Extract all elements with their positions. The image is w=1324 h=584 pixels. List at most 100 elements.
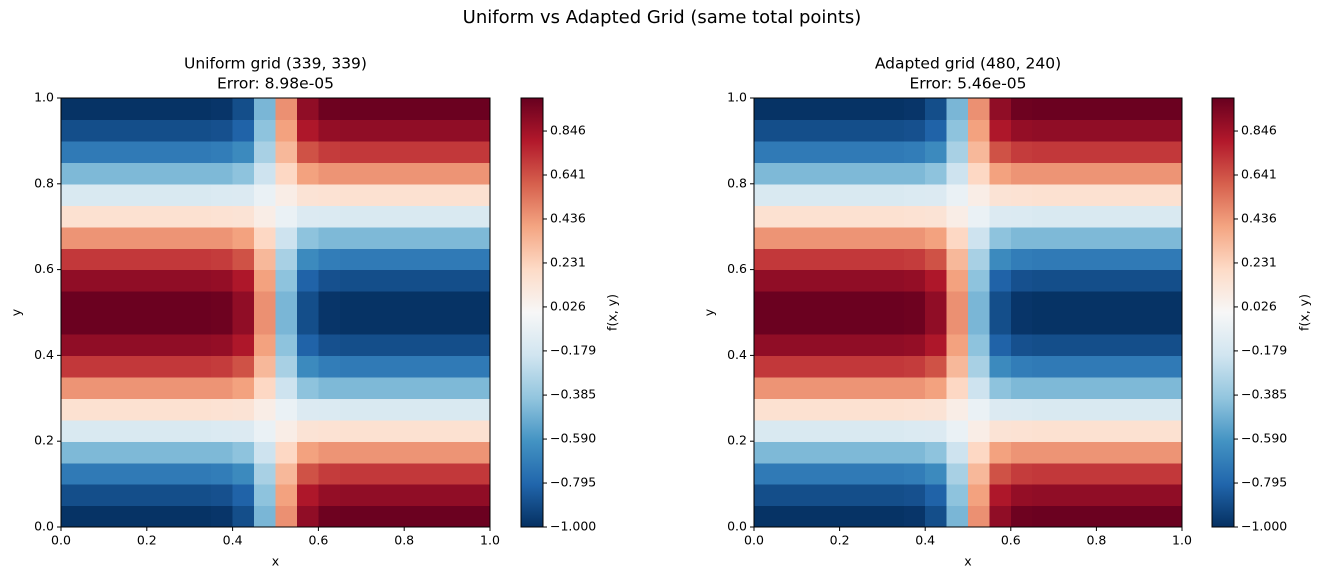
- contour-cell: [1139, 312, 1162, 335]
- contour-cell: [296, 162, 319, 185]
- contour-cell: [989, 140, 1012, 163]
- contour-cell: [425, 291, 448, 314]
- contour-cell: [818, 205, 841, 228]
- contour-cell: [146, 248, 169, 271]
- contour-cell: [339, 333, 362, 356]
- contour-cell: [275, 333, 298, 356]
- contour-cell: [211, 205, 234, 228]
- contour-cell: [447, 98, 470, 121]
- contour-cell: [796, 248, 819, 271]
- contour-cell: [425, 333, 448, 356]
- contour-cell: [275, 98, 298, 121]
- contour-cell: [1075, 140, 1097, 163]
- contour-cell: [1032, 441, 1055, 464]
- contour-cell: [839, 98, 862, 121]
- contour-cell: [882, 441, 905, 464]
- contour-cell: [382, 505, 405, 528]
- contour-cell: [1096, 376, 1119, 399]
- contour-cell: [925, 333, 948, 356]
- contour-cell: [882, 398, 905, 421]
- contour-cell: [775, 484, 798, 507]
- contour-cell: [447, 162, 470, 185]
- contour-cell: [1032, 162, 1055, 185]
- contour-cell: [61, 355, 84, 378]
- contour-cell: [211, 376, 234, 399]
- contour-cell: [296, 205, 319, 228]
- contour-cell: [882, 312, 905, 335]
- contour-cell: [82, 291, 105, 314]
- chart-subtitle: Error: 5.46e-05: [909, 75, 1026, 93]
- contour-cell: [754, 419, 776, 442]
- contour-cell: [775, 183, 798, 206]
- contour-cell: [925, 462, 948, 485]
- contour-cell: [447, 441, 470, 464]
- contour-cell: [296, 312, 319, 335]
- contour-cell: [1075, 226, 1097, 249]
- contour-cell: [839, 398, 862, 421]
- contour-cell: [1032, 462, 1055, 485]
- contour-cell: [447, 333, 470, 356]
- contour-cell: [254, 183, 277, 206]
- colorbar-tick-label: −0.795: [550, 475, 596, 490]
- contour-cell: [361, 355, 384, 378]
- colorbar-tick-label: −0.385: [1241, 387, 1287, 402]
- colorbar-tick-label: −0.385: [550, 387, 596, 402]
- contour-cell: [1053, 419, 1076, 442]
- contour-cell: [1075, 398, 1097, 421]
- contour-cell: [361, 226, 384, 249]
- contour-cell: [82, 248, 105, 271]
- contour-cell: [818, 183, 841, 206]
- contour-cell: [447, 140, 470, 163]
- contour-cell: [382, 291, 405, 314]
- contour-cell: [903, 162, 926, 185]
- contour-cell: [754, 333, 776, 356]
- contour-cell: [189, 248, 212, 271]
- contour-cell: [318, 355, 341, 378]
- contour-cell: [839, 441, 862, 464]
- contour-cell: [339, 119, 362, 142]
- contour-cell: [318, 162, 341, 185]
- contour-cell: [775, 291, 798, 314]
- x-tick-label: 1.0: [1172, 533, 1192, 548]
- contour-cell: [1117, 226, 1140, 249]
- contour-cell: [775, 205, 798, 228]
- y-tick-label: 0.0: [727, 519, 747, 534]
- contour-cell: [1139, 376, 1162, 399]
- contour-cell: [925, 505, 948, 528]
- contour-cell: [232, 205, 255, 228]
- contour-cell: [168, 291, 191, 314]
- contour-cell: [82, 376, 105, 399]
- contour-cell: [125, 140, 148, 163]
- colorbar: [1211, 97, 1235, 528]
- contour-cell: [382, 355, 405, 378]
- contour-cell: [211, 462, 234, 485]
- contour-cell: [404, 441, 427, 464]
- contour-cell: [361, 98, 384, 121]
- contour-cell: [189, 441, 212, 464]
- contour-cell: [839, 419, 862, 442]
- contour-cell: [146, 140, 169, 163]
- colorbar-tick-label: 0.846: [550, 123, 586, 138]
- y-axis-label: y: [702, 308, 717, 316]
- contour-cell: [61, 398, 84, 421]
- contour-cell: [796, 398, 819, 421]
- contour-cell: [1096, 398, 1119, 421]
- contour-cell: [1075, 419, 1097, 442]
- contour-cell: [232, 140, 255, 163]
- chart-title: Adapted grid (480, 240): [875, 55, 1061, 73]
- contour-cell: [275, 484, 298, 507]
- contour-cell: [1096, 291, 1119, 314]
- contour-cell: [882, 119, 905, 142]
- contour-cell: [168, 119, 191, 142]
- contour-cell: [125, 505, 148, 528]
- contour-cell: [361, 333, 384, 356]
- contour-cell: [61, 162, 84, 185]
- contour-cell: [946, 355, 969, 378]
- contour-cell: [796, 291, 819, 314]
- contour-cell: [818, 98, 841, 121]
- contour-cell: [1160, 441, 1183, 464]
- contour-cell: [275, 441, 298, 464]
- y-tick-label: 0.8: [727, 175, 747, 190]
- contour-cell: [232, 248, 255, 271]
- contour-cell: [103, 462, 126, 485]
